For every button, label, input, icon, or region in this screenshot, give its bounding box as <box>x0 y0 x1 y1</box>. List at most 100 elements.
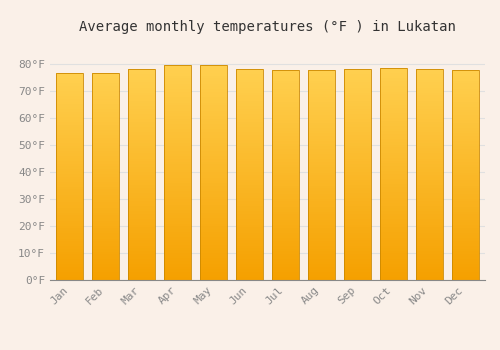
Bar <box>452 225 478 228</box>
Bar <box>128 243 155 246</box>
Bar <box>416 243 443 246</box>
Bar <box>344 261 371 264</box>
Bar <box>344 79 371 82</box>
Bar <box>128 79 155 82</box>
Bar <box>416 135 443 138</box>
Bar <box>416 264 443 267</box>
Bar <box>128 119 155 122</box>
Bar <box>344 122 371 124</box>
Bar <box>452 97 478 99</box>
Bar <box>200 183 227 186</box>
Bar <box>128 159 155 161</box>
Bar <box>308 278 335 280</box>
Bar <box>56 236 84 239</box>
Bar <box>344 108 371 111</box>
Bar <box>416 93 443 96</box>
Bar <box>236 124 263 127</box>
Bar <box>272 97 299 99</box>
Bar <box>236 180 263 182</box>
Bar <box>56 267 84 270</box>
Bar <box>308 133 335 136</box>
Bar <box>380 176 407 179</box>
Bar <box>380 89 407 92</box>
Bar <box>164 105 191 108</box>
Bar <box>308 86 335 89</box>
Bar <box>452 275 478 278</box>
Bar <box>416 196 443 198</box>
Bar <box>56 184 84 187</box>
Bar <box>164 156 191 159</box>
Bar <box>452 70 478 73</box>
Bar <box>344 196 371 198</box>
Bar <box>236 69 263 72</box>
Bar <box>200 213 227 216</box>
Bar <box>56 192 84 195</box>
Bar <box>128 188 155 190</box>
Bar <box>92 174 119 176</box>
Bar <box>128 209 155 211</box>
Bar <box>272 181 299 183</box>
Bar <box>56 94 84 96</box>
Bar <box>200 256 227 259</box>
Bar <box>380 150 407 153</box>
Bar <box>344 227 371 230</box>
Bar <box>272 264 299 267</box>
Bar <box>380 131 407 134</box>
Bar <box>236 209 263 211</box>
Bar <box>272 73 299 76</box>
Bar <box>164 170 191 173</box>
Bar <box>272 104 299 107</box>
Bar <box>344 143 371 146</box>
Bar <box>200 232 227 234</box>
Bar <box>128 156 155 159</box>
Bar <box>308 238 335 241</box>
Bar <box>236 143 263 146</box>
Bar <box>56 176 84 179</box>
Bar <box>200 73 227 76</box>
Bar <box>344 101 371 103</box>
Bar <box>128 153 155 156</box>
Bar <box>380 134 407 137</box>
Bar <box>452 128 478 131</box>
Bar <box>416 204 443 206</box>
Bar <box>164 259 191 261</box>
Bar <box>308 123 335 125</box>
Bar <box>344 209 371 211</box>
Bar <box>236 232 263 235</box>
Bar <box>380 97 407 99</box>
Bar <box>272 170 299 173</box>
Bar <box>164 140 191 143</box>
Bar <box>128 93 155 96</box>
Bar <box>380 214 407 216</box>
Bar <box>92 239 119 241</box>
Bar <box>200 237 227 240</box>
Bar <box>344 69 371 280</box>
Bar <box>128 180 155 182</box>
Bar <box>308 136 335 139</box>
Bar <box>92 107 119 109</box>
Bar <box>344 267 371 270</box>
Bar <box>272 162 299 165</box>
Bar <box>272 238 299 241</box>
Bar <box>92 184 119 187</box>
Bar <box>344 111 371 114</box>
Bar <box>344 93 371 96</box>
Bar <box>200 173 227 175</box>
Bar <box>128 251 155 254</box>
Bar <box>200 121 227 124</box>
Bar <box>308 254 335 257</box>
Bar <box>200 103 227 105</box>
Bar <box>344 243 371 246</box>
Bar <box>452 162 478 165</box>
Bar <box>272 206 299 209</box>
Bar <box>128 177 155 180</box>
Bar <box>272 118 299 120</box>
Bar <box>380 211 407 213</box>
Bar <box>272 278 299 280</box>
Bar <box>56 89 84 91</box>
Bar <box>308 165 335 167</box>
Bar <box>272 257 299 259</box>
Bar <box>380 81 407 84</box>
Bar <box>380 147 407 150</box>
Bar <box>452 194 478 196</box>
